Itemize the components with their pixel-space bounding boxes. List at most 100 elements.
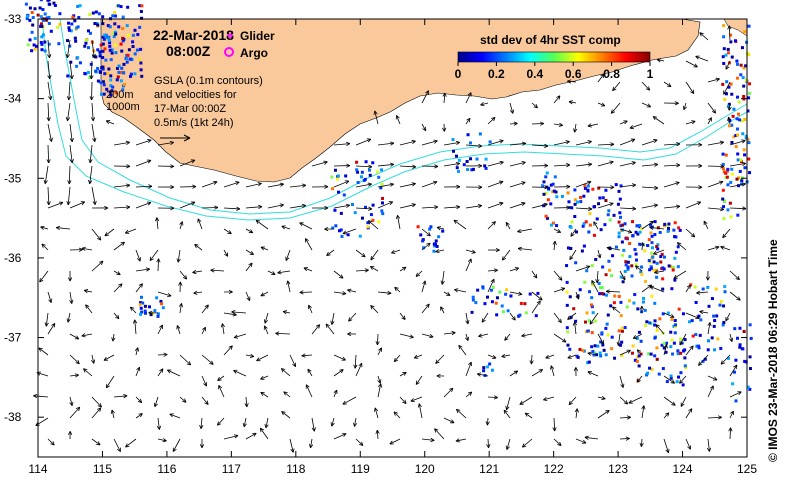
sst-pixel [734, 145, 738, 149]
sst-pixel [139, 61, 143, 65]
sst-pixel [149, 313, 153, 317]
sst-pixel [724, 53, 728, 57]
velocity-arrow [487, 116, 496, 125]
sst-pixel [536, 291, 540, 295]
velocity-arrow [521, 333, 533, 338]
sst-pixel [730, 167, 734, 171]
sst-pixel [742, 329, 746, 333]
gsla-line-3: 17-Mar 00:00Z [154, 103, 226, 115]
sst-pixel [748, 82, 752, 86]
sst-pixel [574, 261, 578, 265]
velocity-arrow [699, 32, 709, 41]
sst-pixel [143, 304, 147, 308]
velocity-arrow [574, 408, 579, 419]
velocity-arrow [517, 246, 533, 251]
velocity-arrow [179, 159, 196, 167]
velocity-arrow [575, 438, 587, 444]
sst-pixel [640, 227, 644, 231]
sst-pixel [555, 224, 559, 228]
sst-pixel [731, 382, 735, 386]
sst-pixel [107, 67, 111, 71]
x-tick-label: 124 [673, 462, 693, 476]
velocity-arrow [157, 164, 175, 169]
sst-pixel [740, 46, 744, 50]
sst-pixel [122, 62, 126, 66]
sst-pixel [613, 356, 617, 360]
sst-pixel [451, 138, 455, 142]
sst-pixel [697, 346, 701, 350]
velocity-arrow [501, 249, 511, 261]
sst-pixel [432, 249, 436, 253]
velocity-arrow [434, 428, 445, 440]
sst-pixel [113, 22, 117, 26]
sst-pixel [649, 352, 653, 356]
sst-pixel [113, 30, 117, 34]
sst-pixel [608, 218, 612, 222]
sst-pixel [485, 295, 489, 299]
velocity-arrow [663, 81, 672, 88]
velocity-arrow [529, 354, 534, 365]
sst-pixel [623, 222, 627, 226]
sst-pixel [565, 264, 569, 268]
sst-pixel [729, 33, 733, 37]
velocity-arrow [706, 438, 712, 452]
sst-pixel [721, 167, 725, 171]
sst-pixel [590, 305, 594, 309]
velocity-arrow [281, 411, 291, 419]
sst-pixel [113, 11, 117, 15]
sst-pixel [110, 89, 114, 93]
velocity-arrow [69, 396, 74, 406]
velocity-arrow [517, 228, 533, 234]
velocity-arrow [641, 220, 654, 230]
sst-pixel [139, 9, 143, 13]
velocity-arrow [685, 284, 691, 293]
velocity-arrow [81, 333, 93, 338]
velocity-arrow [308, 304, 313, 314]
velocity-arrow [223, 181, 240, 188]
velocity-arrow [105, 120, 115, 125]
velocity-arrow [597, 249, 602, 259]
velocity-arrow [619, 206, 637, 211]
sst-pixel [634, 252, 638, 256]
sst-pixel [726, 167, 730, 171]
velocity-arrow [67, 165, 72, 185]
velocity-arrow [66, 81, 72, 101]
velocity-arrow [355, 182, 372, 188]
velocity-arrow [66, 312, 71, 323]
sst-pixel [626, 260, 630, 264]
sst-pixel [677, 307, 681, 311]
argo-legend-label: Argo [240, 46, 268, 60]
sst-pixel [42, 18, 46, 22]
sst-pixel [96, 79, 100, 83]
velocity-arrow [245, 249, 254, 256]
sst-pixel [576, 294, 580, 298]
sst-pixel [86, 29, 90, 33]
velocity-arrow [69, 247, 83, 252]
sst-pixel [748, 323, 752, 327]
sst-pixel [547, 186, 551, 190]
velocity-arrow [103, 354, 115, 361]
velocity-arrow [567, 79, 577, 84]
sst-pixel [105, 87, 109, 91]
velocity-arrow [178, 281, 183, 293]
sst-pixel [89, 62, 93, 66]
sst-pixel [712, 314, 716, 318]
sst-pixel [677, 375, 681, 379]
colorbar-tick-label: 0.6 [565, 67, 582, 81]
sst-pixel [679, 351, 683, 355]
sst-pixel [76, 25, 80, 29]
velocity-arrow [487, 354, 497, 359]
sst-pixel [655, 261, 659, 265]
sst-pixel [665, 224, 669, 228]
sst-pixel [138, 303, 142, 307]
velocity-arrow [663, 101, 679, 106]
velocity-arrow [113, 164, 131, 169]
sst-pixel [647, 238, 651, 242]
sst-pixel [569, 246, 573, 250]
velocity-arrow [220, 323, 225, 335]
sst-pixel [86, 70, 90, 74]
velocity-arrow [573, 367, 579, 377]
depth-1000m-label: 1000m [106, 101, 140, 113]
sst-pixel [523, 302, 527, 306]
sst-pixel [734, 133, 738, 137]
